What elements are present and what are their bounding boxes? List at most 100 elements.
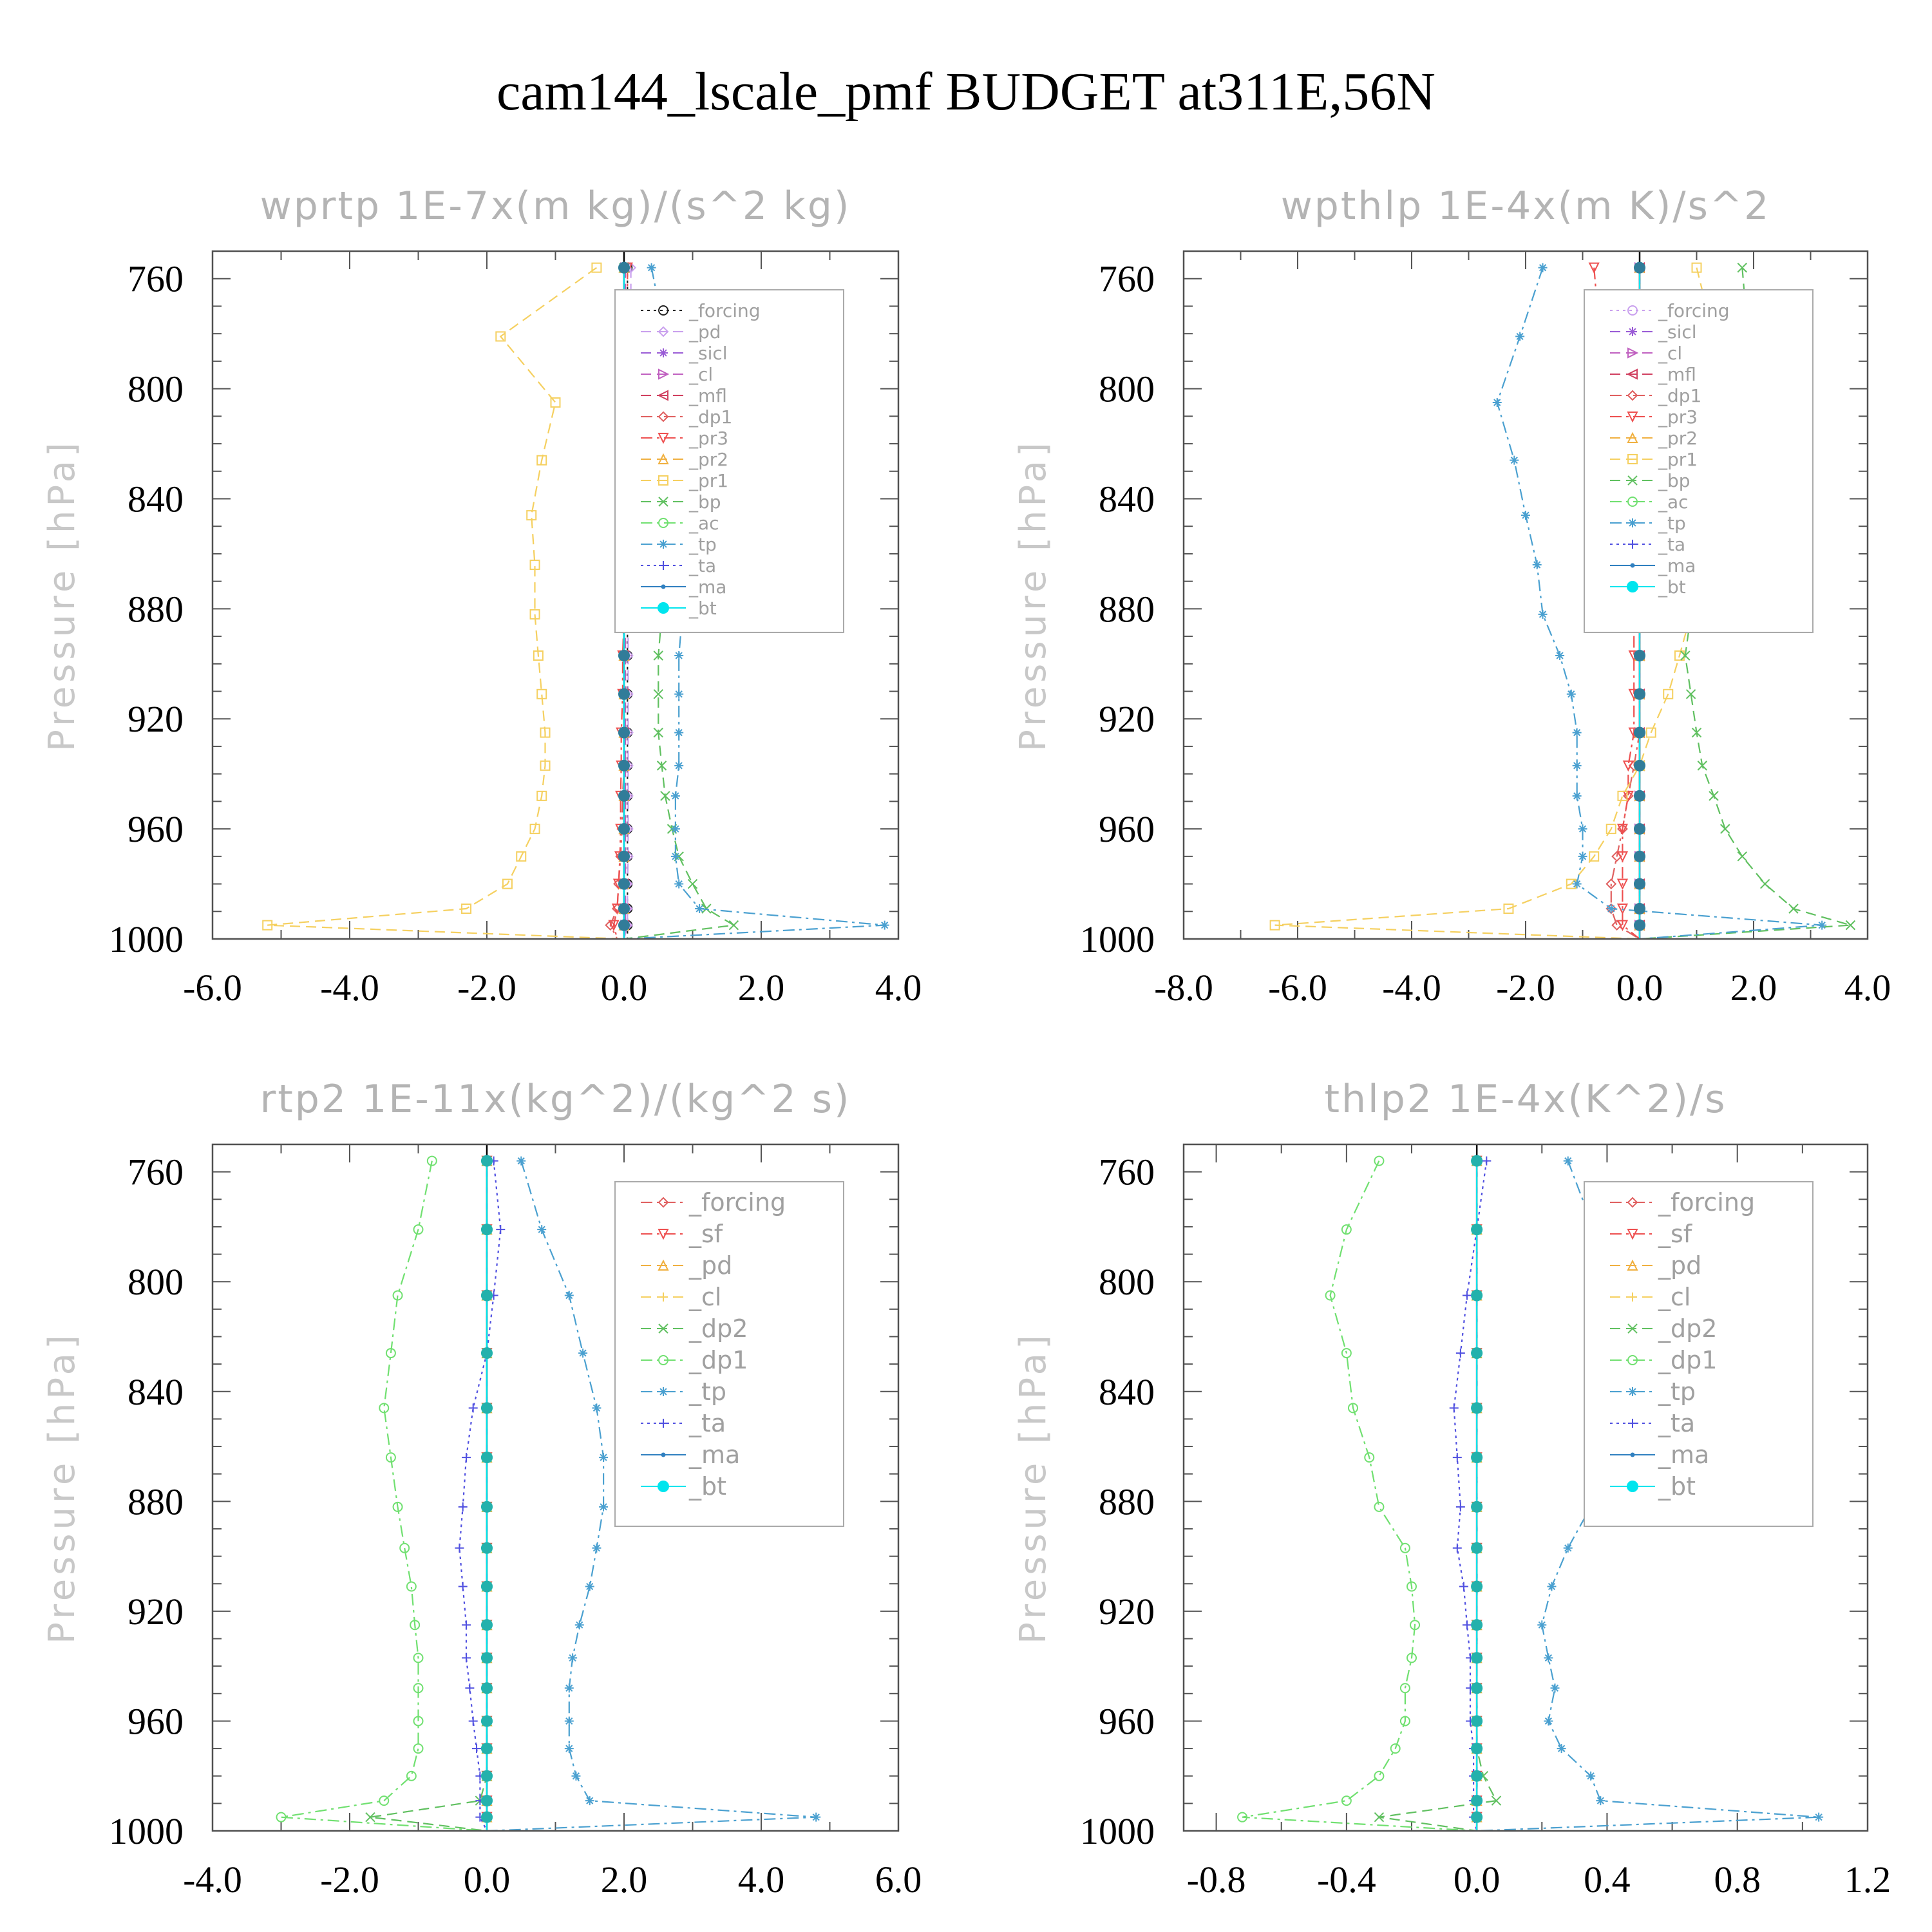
data-point: [399, 1542, 410, 1553]
data-point: [695, 904, 705, 914]
data-point: [1674, 650, 1685, 661]
stacked-marker: [481, 1289, 493, 1302]
data-point: [1547, 1582, 1557, 1591]
data-point: [1557, 1744, 1566, 1754]
stacked-marker: [481, 1347, 493, 1359]
y-tick-label: 840: [128, 1371, 184, 1413]
data-point: [674, 879, 684, 889]
data-point: [1680, 650, 1690, 661]
stacked-marker: [1471, 1795, 1483, 1807]
data-point: [536, 455, 547, 466]
legend-item: _cl: [1610, 1283, 1690, 1311]
stacked-marker: [1471, 1682, 1483, 1694]
stacked-marker: [618, 823, 630, 835]
legend-marker: [1627, 581, 1638, 592]
legend-marker: [658, 1229, 669, 1240]
data-point: [276, 1812, 287, 1823]
legend-label: _cl: [1658, 343, 1682, 364]
data-point: [568, 1653, 578, 1663]
legend-box: [1584, 1181, 1814, 1527]
data-point: [1399, 1683, 1410, 1694]
stacked-marker: [1471, 1811, 1483, 1823]
legend-item: _ma: [1610, 555, 1696, 576]
data-point: [660, 791, 670, 801]
legend-item: _dp2: [1610, 1314, 1717, 1343]
legend-item: _cl: [641, 364, 713, 385]
stacked-marker: [481, 1402, 493, 1414]
panel-2: wpthlp 1E-4x(m K)/s^2 Pressure [hPa] 760 80…: [1012, 184, 1891, 1009]
data-point: [687, 878, 698, 889]
y-tick-label: 960: [1099, 1700, 1155, 1742]
data-point: [1364, 1452, 1375, 1463]
legend-label: _tp: [1658, 1378, 1696, 1406]
legend-marker: [1627, 454, 1638, 464]
data-point: [1503, 904, 1514, 914]
data-point: [550, 397, 561, 408]
data-point: [533, 650, 544, 661]
data-point: [413, 1683, 424, 1694]
legend-label: _pr3: [1658, 406, 1698, 428]
legend: _forcing_pd_sicl_cl_mfl_dp1_pr3_pr2_pr1_…: [614, 289, 844, 633]
legend-label: _dp2: [1658, 1314, 1717, 1343]
stacked-marker: [1471, 1347, 1483, 1359]
stacked-marker: [618, 790, 630, 802]
legend-label: _ma: [688, 1441, 740, 1469]
data-point: [564, 1683, 574, 1693]
x-tick-label: 2.0: [738, 967, 785, 1009]
legend-label: _ta: [1658, 1409, 1695, 1437]
zero-markers: [481, 1155, 493, 1823]
legend-label: _sf: [688, 1220, 724, 1248]
data-point: [537, 1225, 547, 1235]
x-tick-label: 1.2: [1844, 1859, 1891, 1900]
data-point: [468, 1403, 478, 1413]
legend-marker: [659, 561, 668, 570]
legend-marker: [1627, 1481, 1638, 1492]
data-point: [1515, 332, 1525, 341]
data-point: [670, 824, 680, 834]
legend-item: _pr2: [1610, 428, 1698, 449]
stacked-marker: [1471, 1770, 1483, 1782]
y-axis-label: Pressure [hPa]: [41, 1331, 83, 1644]
legend-label: _ac: [1658, 491, 1689, 513]
y-tick-label: 840: [1099, 478, 1155, 520]
legend-label: _forcing: [1658, 300, 1730, 321]
stacked-marker: [481, 1715, 493, 1727]
data-point: [647, 263, 656, 272]
legend-item: _mfl: [641, 385, 727, 406]
data-point: [1550, 1683, 1560, 1693]
legend-label: _mfl: [688, 385, 727, 406]
data-point: [262, 920, 273, 931]
series-tp: [1492, 263, 1827, 939]
figure-title: cam144_lscale_pmf BUDGET at311E,56N: [497, 62, 1435, 122]
data-point: [1759, 878, 1770, 889]
data-point: [1697, 761, 1708, 771]
panel-title: wprtp 1E-7x(m kg)/(s^2 kg): [260, 184, 851, 229]
legend-marker: [1627, 412, 1638, 423]
x-tick-label: -6.0: [1268, 967, 1327, 1009]
legend-marker: [1627, 1323, 1638, 1334]
data-point: [1521, 511, 1530, 520]
legend-marker: [1628, 327, 1637, 336]
data-point: [526, 510, 537, 521]
y-tick-label: 760: [1099, 258, 1155, 300]
stacked-marker: [1471, 1580, 1483, 1593]
data-point: [1572, 761, 1582, 770]
data-point: [656, 761, 667, 771]
data-point: [1685, 689, 1696, 699]
legend-label: _cl: [688, 1283, 721, 1311]
x-tick-label: -2.0: [457, 967, 516, 1009]
data-point: [1510, 455, 1519, 465]
data-point: [674, 728, 684, 737]
y-axis-label: Pressure [hPa]: [41, 439, 83, 752]
legend-marker: [658, 1323, 668, 1334]
stacked-marker: [618, 919, 630, 931]
legend-item: _tp: [1610, 1378, 1696, 1406]
data-point: [1563, 1543, 1573, 1553]
x-tick-label: 0.0: [1616, 967, 1663, 1009]
legend-marker: [1628, 1419, 1637, 1428]
legend-label: _ta: [688, 1409, 726, 1437]
legend-marker: [658, 1355, 668, 1365]
data-point: [1462, 1291, 1472, 1300]
series-line: [1242, 1160, 1477, 1831]
data-point: [608, 920, 620, 931]
